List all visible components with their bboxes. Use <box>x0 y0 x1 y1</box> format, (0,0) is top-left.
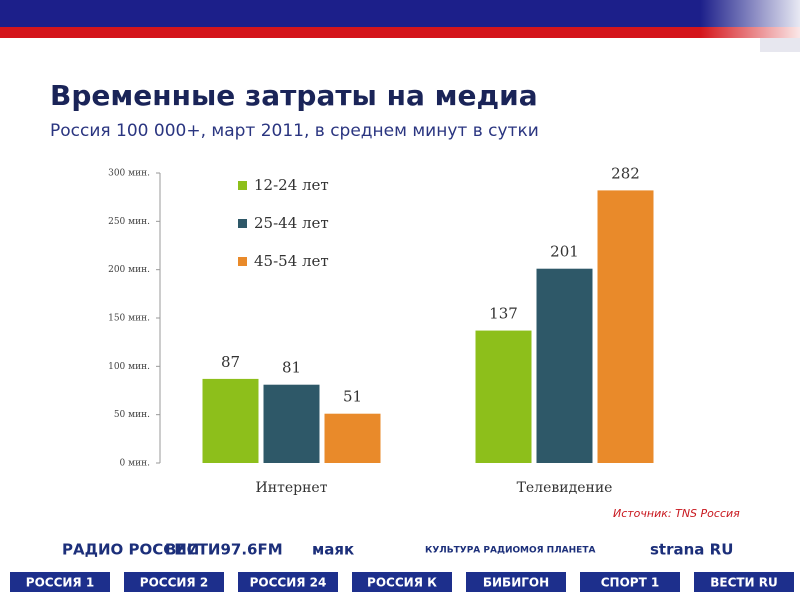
logo: КУЛЬТУРА РАДИО <box>425 546 521 556</box>
logo-box <box>238 572 338 592</box>
bar <box>263 384 320 463</box>
bar <box>324 413 381 463</box>
header-fade <box>700 0 800 38</box>
legend-label: 45-54 лет <box>254 252 329 270</box>
x-tick-label: Интернет <box>256 480 328 496</box>
logo: РОССИЯ 2 <box>140 576 208 590</box>
value-label: 201 <box>550 243 579 261</box>
chart-title: Временные затраты на медиа <box>50 79 538 112</box>
value-label: 87 <box>221 353 240 371</box>
legend-swatch <box>238 257 247 266</box>
header-fade <box>760 38 800 52</box>
logo: РОССИЯ 1 <box>26 576 94 590</box>
value-label: 137 <box>489 305 518 323</box>
value-label: 81 <box>282 359 301 377</box>
source: Источник: TNS Россия <box>613 507 740 520</box>
logo: СПОРТ 1 <box>601 576 660 590</box>
y-tick-label: 0 мин. <box>120 459 151 469</box>
x-tick-label: Телевидение <box>517 480 613 496</box>
logo: РАДИО РОССИИ <box>62 541 199 559</box>
value-label: 51 <box>343 388 362 406</box>
bar <box>475 330 532 463</box>
y-tick-label: 200 мин. <box>108 265 150 275</box>
y-tick-label: 50 мин. <box>114 410 150 420</box>
logo: ВЕСТИ RU <box>710 576 778 590</box>
y-tick-label: 150 мин. <box>108 314 150 324</box>
legend-label: 12-24 лет <box>254 176 329 194</box>
bar <box>536 268 593 463</box>
bar <box>597 190 654 463</box>
logo: strana RU <box>650 541 733 559</box>
legend-swatch <box>238 219 247 228</box>
header-band <box>0 0 800 27</box>
value-label: 282 <box>611 164 640 182</box>
legend-swatch <box>238 181 247 190</box>
logo: маяк <box>312 541 354 559</box>
logo: МОЯ ПЛАНЕТА <box>520 546 595 556</box>
legend-label: 25-44 лет <box>254 214 329 232</box>
logo: РОССИЯ 24 <box>250 576 327 590</box>
logo-box <box>10 572 110 592</box>
logo: ВЕСТИ97.6FM <box>165 541 283 559</box>
logo: БИБИГОН <box>483 576 549 590</box>
logo: РОССИЯ К <box>367 576 437 590</box>
chart-subtitle: Россия 100 000+, март 2011, в среднем ми… <box>50 121 539 141</box>
y-tick-label: 300 мин. <box>108 169 150 179</box>
y-tick-label: 250 мин. <box>108 217 150 227</box>
logo-box <box>124 572 224 592</box>
logo-box <box>466 572 566 592</box>
logo-box <box>694 572 794 592</box>
header-stripe <box>0 27 800 38</box>
logo-box <box>580 572 680 592</box>
logo-box <box>352 572 452 592</box>
bar <box>202 378 259 463</box>
y-tick-label: 100 мин. <box>108 362 150 372</box>
